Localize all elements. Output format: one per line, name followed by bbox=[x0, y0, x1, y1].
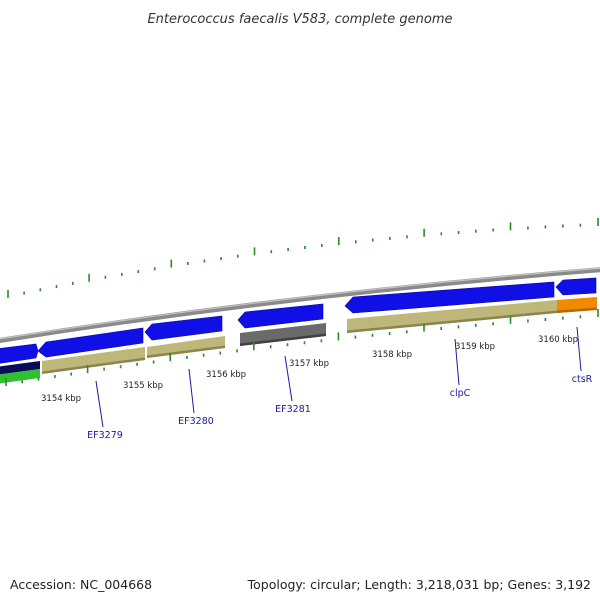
cds-features bbox=[0, 297, 597, 384]
accession-text: Accession: NC_004668 bbox=[10, 577, 153, 592]
kbp-ruler: 3154 kbp 3155 kbp 3156 kbp 3157 kbp 3158… bbox=[41, 335, 578, 404]
gene-label-ctsr[interactable]: ctsR bbox=[572, 374, 593, 385]
cds-bar-ef3279 bbox=[42, 347, 145, 374]
cds-bar-ef3279-edge bbox=[42, 357, 145, 374]
cds-bar-clpc bbox=[347, 300, 557, 333]
cds-bar-clpc-edge bbox=[347, 310, 557, 333]
gene-label-clpc[interactable]: clpC bbox=[450, 388, 471, 399]
gene-arrows bbox=[0, 277, 597, 364]
cds-navy-left bbox=[0, 361, 40, 375]
cds-bar-ef3281 bbox=[240, 323, 326, 346]
kbp-label-3157: 3157 kbp bbox=[289, 359, 329, 369]
leader-line-clpc bbox=[454, 338, 460, 386]
genome-summary-text: Topology: circular; Length: 3,218,031 bp… bbox=[247, 577, 591, 592]
gene-arrow-ef3279 bbox=[37, 327, 144, 358]
outer-tick-ring bbox=[7, 218, 599, 298]
leader-line-ef3280 bbox=[188, 368, 195, 414]
gene-arrow-left-edge bbox=[0, 343, 39, 364]
gene-arrow-ctsr bbox=[555, 277, 597, 296]
gene-label-ef3281[interactable]: EF3281 bbox=[275, 404, 311, 415]
kbp-label-3155: 3155 kbp bbox=[123, 381, 163, 391]
inner-tick-ring bbox=[5, 309, 599, 386]
leader-line-ef3281 bbox=[284, 355, 293, 402]
genome-backbone bbox=[0, 267, 600, 343]
cds-bar-ef3280 bbox=[147, 336, 225, 358]
genome-title: Enterococcus faecalis V583, complete gen… bbox=[147, 12, 452, 27]
leader-line-ctsr bbox=[576, 326, 582, 372]
kbp-label-3154: 3154 kbp bbox=[41, 394, 81, 404]
cds-bar-ctsr-edge bbox=[557, 307, 597, 313]
genome-backbone-highlight bbox=[0, 267, 600, 340]
kbp-label-3160: 3160 kbp bbox=[538, 335, 578, 345]
cds-green-left bbox=[0, 369, 40, 384]
cds-bar-ef3281-edge bbox=[240, 333, 326, 346]
kbp-label-3158: 3158 kbp bbox=[372, 350, 412, 360]
kbp-label-3159: 3159 kbp bbox=[455, 342, 495, 352]
gene-label-ef3280[interactable]: EF3280 bbox=[178, 416, 214, 427]
gene-leader-lines bbox=[95, 326, 582, 428]
cds-bar-ef3280-edge bbox=[147, 345, 225, 358]
gene-labels: EF3279 EF3280 EF3281 clpC ctsR bbox=[87, 374, 592, 441]
leader-line-ef3279 bbox=[95, 380, 104, 428]
kbp-label-3156: 3156 kbp bbox=[206, 370, 246, 380]
gene-label-ef3279[interactable]: EF3279 bbox=[87, 430, 123, 441]
gene-arrow-ef3281 bbox=[237, 303, 324, 329]
gene-arrow-ef3280 bbox=[144, 315, 223, 341]
gene-arrow-clpc bbox=[344, 281, 555, 314]
